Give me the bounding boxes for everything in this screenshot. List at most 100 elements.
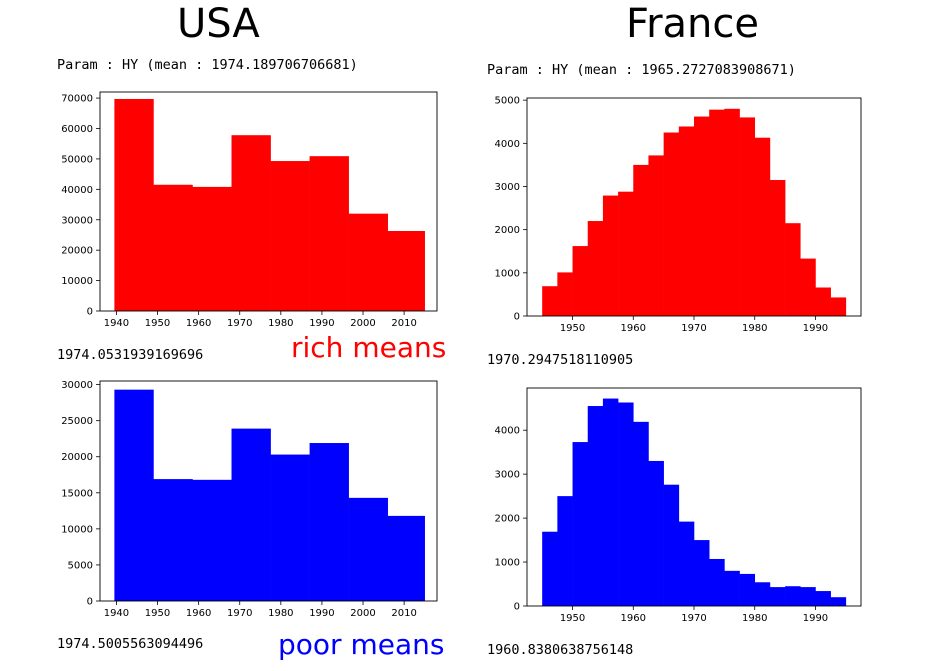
y-tick-label: 3000 [495, 470, 520, 481]
y-tick-label: 0 [87, 597, 93, 608]
y-tick-label: 30000 [61, 215, 93, 226]
histogram-bar [602, 195, 619, 316]
histogram-bar [587, 221, 604, 316]
histogram-bar [678, 521, 695, 606]
histogram-bar [231, 428, 271, 601]
histogram-bar [153, 479, 193, 601]
x-tick-label: 2000 [350, 318, 375, 329]
x-tick-label: 1990 [309, 608, 334, 619]
y-tick-label: 4000 [495, 139, 520, 150]
france-param-text: Param : HY (mean : 1965.2727083908671) [487, 62, 796, 78]
x-tick-label: 1980 [268, 318, 293, 329]
histogram-bar [602, 398, 619, 606]
histogram-bar [270, 161, 310, 311]
y-tick-label: 2000 [495, 514, 520, 525]
x-tick-label: 1970 [227, 318, 252, 329]
x-tick-label: 1980 [742, 613, 767, 624]
x-tick-label: 1950 [560, 613, 585, 624]
x-tick-label: 1990 [309, 318, 334, 329]
x-tick-label: 1970 [227, 608, 252, 619]
y-tick-label: 5000 [68, 560, 93, 571]
histogram-bar [785, 586, 801, 606]
y-tick-label: 4000 [495, 426, 520, 437]
y-tick-label: 1000 [495, 268, 520, 279]
histogram-bar [694, 540, 710, 606]
histogram-bar [633, 164, 649, 316]
histogram-bar [387, 515, 425, 601]
usa-heading: USA [177, 1, 260, 47]
y-tick-label: 20000 [61, 246, 93, 257]
histogram-bar [618, 402, 634, 606]
france-poor-mean-text: 1960.8380638756148 [487, 642, 634, 658]
histogram-bar [572, 442, 589, 606]
x-tick-label: 1960 [621, 323, 646, 334]
y-tick-label: 0 [87, 307, 93, 318]
x-tick-label: 1960 [186, 318, 211, 329]
histogram-bar [648, 460, 664, 606]
histogram-bar [387, 231, 425, 311]
x-tick-label: 2010 [391, 318, 416, 329]
histogram-bar [572, 246, 589, 316]
histogram-bar [785, 223, 801, 316]
usa-param-text: Param : HY (mean : 1974.189706706681) [57, 57, 358, 73]
y-tick-label: 30000 [61, 380, 93, 391]
x-tick-label: 1960 [186, 608, 211, 619]
histogram-bar [587, 406, 604, 606]
y-tick-label: 10000 [61, 524, 93, 535]
histogram-bar [153, 184, 193, 311]
y-tick-label: 5000 [495, 96, 520, 107]
poor-means-label: poor means [278, 628, 445, 661]
histogram-bar [663, 132, 680, 316]
y-tick-label: 40000 [61, 185, 93, 196]
x-tick-label: 1990 [803, 613, 828, 624]
histogram-bar [830, 297, 847, 316]
usa-rich-mean-text: 1974.0531939169696 [57, 347, 204, 363]
histogram-bar [557, 272, 573, 316]
histogram-bar [739, 117, 756, 316]
histogram-bar [618, 191, 634, 316]
y-tick-label: 15000 [61, 488, 93, 499]
histogram-bar [815, 287, 831, 316]
histogram-bar [648, 155, 664, 316]
y-tick-label: 0 [514, 602, 520, 613]
histogram-bar [815, 591, 831, 606]
france-rich-mean-text: 1970.2947518110905 [487, 352, 634, 368]
x-tick-label: 1990 [803, 323, 828, 334]
histogram-bar [542, 286, 558, 316]
histogram-bar [709, 558, 725, 606]
histogram-bar [542, 531, 558, 606]
histogram-bar [724, 108, 740, 316]
france-heading: France [626, 1, 760, 47]
histogram-bar [192, 479, 232, 601]
x-tick-label: 2010 [391, 608, 416, 619]
histogram-bar [754, 582, 771, 606]
x-tick-label: 1950 [560, 323, 585, 334]
y-tick-label: 0 [514, 312, 520, 323]
histogram-bar [694, 116, 710, 316]
histogram-bar [800, 258, 816, 316]
y-tick-label: 10000 [61, 276, 93, 287]
histogram-bar [830, 597, 847, 606]
x-tick-label: 2000 [350, 608, 375, 619]
x-tick-label: 1950 [145, 318, 170, 329]
y-tick-label: 20000 [61, 452, 93, 463]
histogram-bar [724, 570, 740, 606]
histogram-bar [769, 180, 786, 316]
histogram-bar [633, 421, 649, 606]
x-tick-label: 1980 [742, 323, 767, 334]
histogram-bar [192, 186, 232, 311]
histogram-bar [769, 587, 786, 606]
axes-frame [99, 91, 438, 312]
histogram-bar [348, 497, 388, 601]
y-tick-label: 3000 [495, 182, 520, 193]
histogram-bar [709, 109, 725, 316]
x-tick-label: 1950 [145, 608, 170, 619]
histogram-bar [800, 587, 816, 606]
y-tick-label: 1000 [495, 558, 520, 569]
y-tick-label: 70000 [61, 94, 93, 105]
y-tick-label: 2000 [495, 225, 520, 236]
